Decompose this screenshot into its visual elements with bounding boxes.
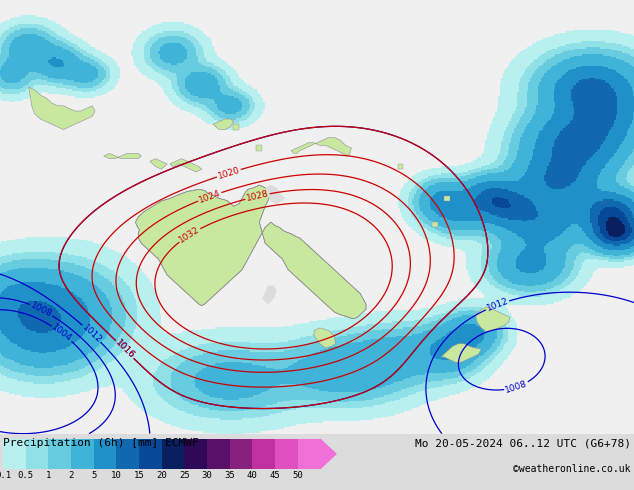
Bar [184, 439, 207, 468]
Bar [48, 439, 71, 468]
Bar [275, 439, 297, 468]
Bar [297, 439, 320, 468]
Polygon shape [213, 119, 233, 129]
Polygon shape [262, 286, 276, 304]
Polygon shape [257, 146, 262, 151]
Text: 1016: 1016 [113, 338, 136, 361]
Polygon shape [444, 196, 450, 201]
Polygon shape [291, 138, 352, 156]
Text: 40: 40 [247, 471, 257, 480]
Text: 1004: 1004 [50, 323, 74, 344]
Text: 1032: 1032 [178, 225, 202, 245]
Text: 2: 2 [68, 471, 74, 480]
Bar [117, 439, 139, 468]
Polygon shape [150, 159, 167, 169]
Bar [252, 439, 275, 468]
Text: 10: 10 [111, 471, 122, 480]
Bar [94, 439, 117, 468]
Text: 1024: 1024 [198, 189, 222, 205]
Polygon shape [170, 159, 202, 172]
Text: 1008: 1008 [29, 300, 54, 319]
Text: Precipitation (6h) [mm] ECMWF: Precipitation (6h) [mm] ECMWF [3, 438, 199, 448]
Polygon shape [233, 124, 239, 129]
Text: 1016: 1016 [113, 338, 136, 361]
Text: 1020: 1020 [217, 166, 241, 181]
Polygon shape [476, 307, 510, 332]
Bar [207, 439, 230, 468]
Polygon shape [320, 439, 336, 468]
Polygon shape [314, 328, 335, 348]
Bar [230, 439, 252, 468]
Text: 1028: 1028 [245, 189, 269, 203]
Text: 0.1: 0.1 [0, 471, 11, 480]
Text: ©weatheronline.co.uk: ©weatheronline.co.uk [514, 464, 631, 474]
Text: 1: 1 [46, 471, 51, 480]
Text: 25: 25 [179, 471, 190, 480]
Text: 5: 5 [91, 471, 96, 480]
Text: 0.5: 0.5 [18, 471, 34, 480]
Text: Mo 20-05-2024 06..12 UTC (G6+78): Mo 20-05-2024 06..12 UTC (G6+78) [415, 438, 631, 448]
Polygon shape [398, 164, 403, 169]
Text: 20: 20 [157, 471, 167, 480]
Text: 15: 15 [134, 471, 145, 480]
Text: 50: 50 [292, 471, 303, 480]
Polygon shape [136, 185, 366, 318]
Text: 1008: 1008 [504, 379, 529, 395]
Text: 45: 45 [269, 471, 280, 480]
Text: 35: 35 [224, 471, 235, 480]
Bar [3, 439, 26, 468]
Polygon shape [432, 222, 438, 227]
Polygon shape [265, 185, 285, 204]
Bar [162, 439, 184, 468]
Bar [26, 439, 48, 468]
Polygon shape [441, 344, 481, 362]
Text: 1012: 1012 [80, 322, 103, 344]
Text: 1012: 1012 [485, 296, 510, 313]
Text: 30: 30 [202, 471, 212, 480]
Bar [71, 439, 94, 468]
Polygon shape [29, 87, 95, 129]
Bar [139, 439, 162, 468]
Polygon shape [104, 153, 141, 159]
